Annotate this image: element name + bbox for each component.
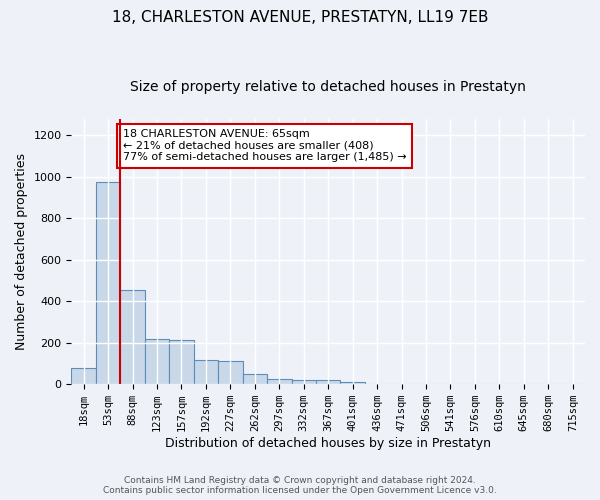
Bar xyxy=(194,360,218,384)
Bar xyxy=(316,380,340,384)
Bar xyxy=(242,374,267,384)
Title: Size of property relative to detached houses in Prestatyn: Size of property relative to detached ho… xyxy=(130,80,526,94)
Bar xyxy=(145,339,169,384)
Bar xyxy=(71,368,96,384)
Text: 18 CHARLESTON AVENUE: 65sqm
← 21% of detached houses are smaller (408)
77% of se: 18 CHARLESTON AVENUE: 65sqm ← 21% of det… xyxy=(123,129,406,162)
Bar xyxy=(340,382,365,384)
X-axis label: Distribution of detached houses by size in Prestatyn: Distribution of detached houses by size … xyxy=(165,437,491,450)
Y-axis label: Number of detached properties: Number of detached properties xyxy=(15,153,28,350)
Text: 18, CHARLESTON AVENUE, PRESTATYN, LL19 7EB: 18, CHARLESTON AVENUE, PRESTATYN, LL19 7… xyxy=(112,10,488,25)
Bar xyxy=(218,361,242,384)
Bar xyxy=(169,340,194,384)
Bar xyxy=(267,379,292,384)
Bar xyxy=(121,290,145,384)
Bar xyxy=(96,182,121,384)
Text: Contains HM Land Registry data © Crown copyright and database right 2024.
Contai: Contains HM Land Registry data © Crown c… xyxy=(103,476,497,495)
Bar xyxy=(292,380,316,384)
